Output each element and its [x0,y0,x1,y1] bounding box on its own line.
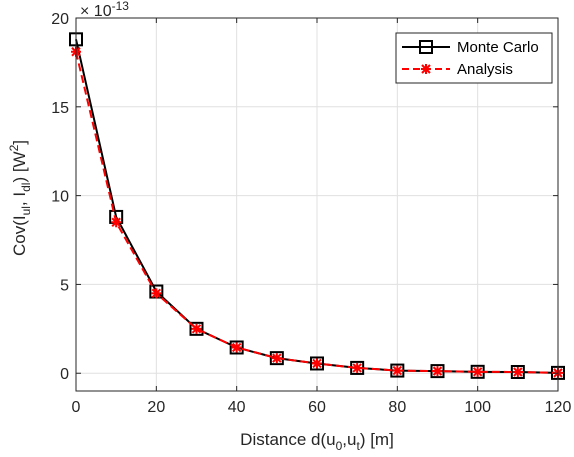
x-tick-label: 40 [228,399,246,416]
data-point-analysis [111,217,122,228]
data-point-monte-carlo [310,356,324,371]
data-point-analysis [352,362,363,373]
data-point-analysis [191,323,202,334]
x-tick-label: 80 [388,399,406,416]
legend-label-monte-carlo: Monte Carlo [457,39,539,56]
data-point-monte-carlo [189,321,204,336]
y-tick-label: 20 [51,11,69,28]
x-tick-label: 0 [72,399,81,416]
x-tick-label: 20 [147,399,165,416]
data-point-analysis [392,365,403,376]
x-tick-label: 120 [545,399,572,416]
data-point-analysis [432,366,443,377]
legend-label-analysis: Analysis [457,61,513,78]
legend-marker-analysis [421,64,431,74]
y-tick-label: 5 [60,277,69,294]
legend-marker-monte-carlo [419,40,433,54]
y-axis-label: Cov(Iul, Idl) [W2] [7,140,33,256]
data-point-analysis [151,288,162,299]
data-point-analysis [312,358,322,369]
data-point-analysis [231,342,242,353]
data-point-monte-carlo [430,364,445,379]
y-tick-label: 10 [51,189,69,206]
x-axis-ticks: 0 20 40 60 80 100 120 [72,18,572,416]
x-tick-label: 60 [308,399,326,416]
y-multiplier: × 10-13 [80,0,129,20]
y-tick-label: 15 [51,100,69,117]
data-point-analysis [271,353,282,364]
x-tick-label: 100 [464,399,491,416]
legend: Monte Carlo Analysis [395,32,553,84]
y-axis-ticks: 0 5 10 15 20 [51,11,558,383]
data-point-monte-carlo [229,340,244,355]
data-point-analysis [472,366,483,377]
data-point-analysis [512,366,523,377]
x-axis-label: Distance d(u0,ut) [m] [240,430,394,453]
y-tick-label: 0 [60,366,69,383]
